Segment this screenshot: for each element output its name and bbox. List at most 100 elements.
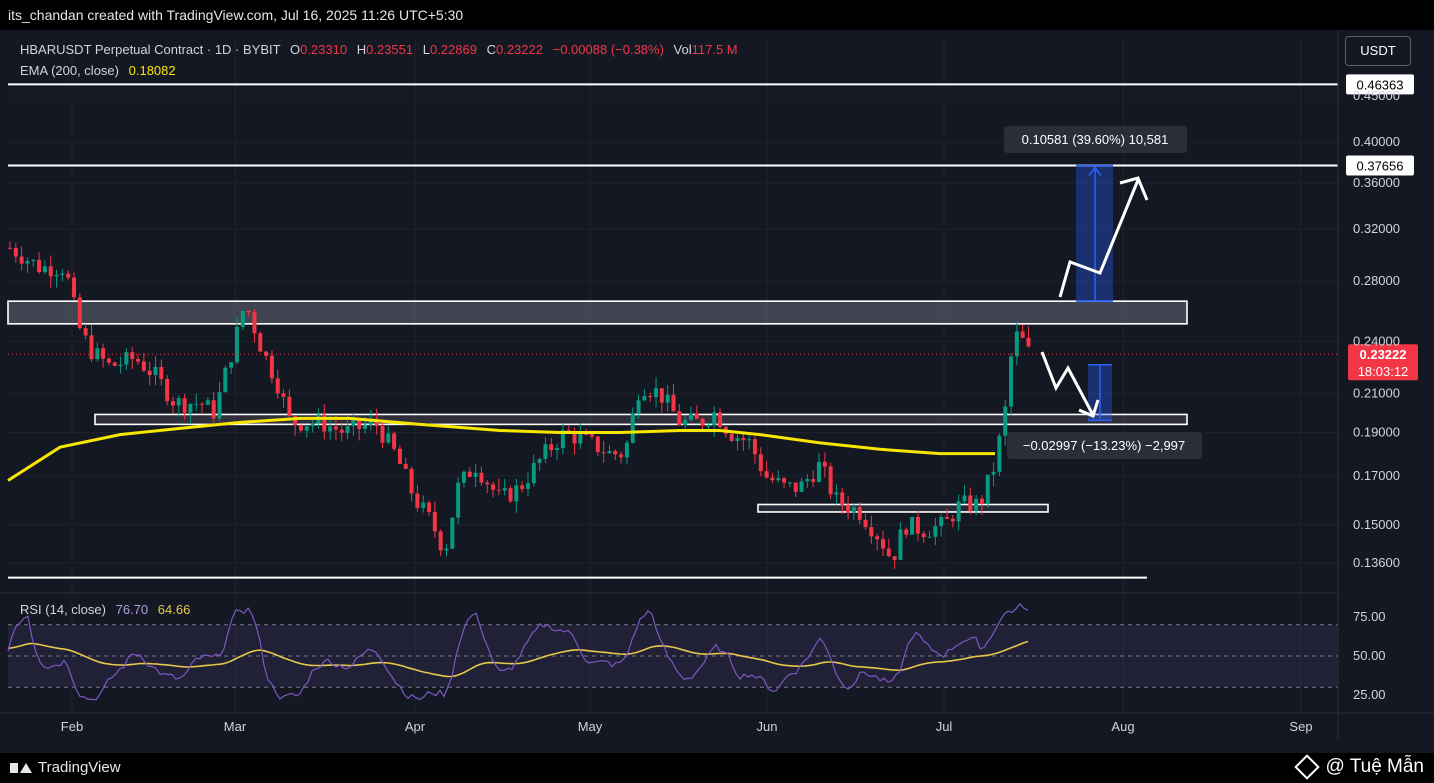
candle-body <box>974 498 979 511</box>
candle-body <box>229 362 234 368</box>
candle-body <box>898 529 903 560</box>
rsi-label[interactable]: RSI (14, close) <box>20 602 106 617</box>
candle-body <box>269 355 274 379</box>
chart-legend: HBARUSDT Perpetual Contract · 1D · BYBIT… <box>20 42 738 84</box>
price-tick-label: 0.21000 <box>1353 385 1400 400</box>
price-tick-label: 0.40000 <box>1353 134 1400 149</box>
currency-button[interactable]: USDT <box>1345 36 1411 66</box>
candle-body <box>293 416 298 426</box>
candle-body <box>386 433 391 443</box>
candle-body <box>1026 337 1031 347</box>
candle-body <box>37 259 42 273</box>
candle-body <box>130 352 135 359</box>
candle-body <box>77 297 82 329</box>
candle-body <box>403 463 408 469</box>
watermark-text: @ Tuệ Mẫn <box>1325 756 1425 777</box>
symbol-title[interactable]: HBARUSDT Perpetual Contract · 1D · BYBIT <box>20 42 281 57</box>
price-tick-label: 0.24000 <box>1353 333 1400 348</box>
grid <box>8 40 1338 712</box>
candle-body <box>945 517 950 519</box>
ema-label[interactable]: EMA (200, close) <box>20 63 119 78</box>
candle-body <box>287 396 292 417</box>
support-resistance-zone <box>94 413 1188 426</box>
candle-body <box>939 517 944 527</box>
candle-body <box>112 362 117 366</box>
time-tick-label: Apr <box>405 719 426 734</box>
change-value: −0.00088 (−0.38%) <box>552 42 664 57</box>
candle-body <box>25 260 30 264</box>
candle-body <box>147 370 152 376</box>
candle-body <box>741 438 746 441</box>
candle-body <box>106 358 111 363</box>
candle-body <box>1003 406 1008 436</box>
candle-body <box>694 413 699 419</box>
candle-body <box>718 412 723 428</box>
candle-body <box>153 366 158 376</box>
candle-body <box>927 536 932 538</box>
candle-body <box>491 484 496 490</box>
candle-body <box>846 504 851 513</box>
candle-body <box>997 435 1002 472</box>
candle-body <box>485 482 490 485</box>
candle-body <box>729 433 734 441</box>
candle-body <box>950 518 955 522</box>
candle-body <box>461 471 466 483</box>
bottom-bar: TradingView @ Tuệ Mẫn <box>0 753 1434 783</box>
candle-body <box>869 527 874 537</box>
candle-body <box>240 310 245 327</box>
open-value: 0.23310 <box>300 42 348 57</box>
candle-body <box>496 489 501 491</box>
rsi-ma-value: 64.66 <box>157 602 191 617</box>
candle-body <box>555 448 560 451</box>
candle-body <box>217 392 222 419</box>
candle-body <box>467 471 472 477</box>
support-resistance-zone <box>7 300 1188 325</box>
vol-label: Vol <box>673 42 692 57</box>
candle-body <box>979 498 984 505</box>
projection-down-arrowhead <box>1078 399 1100 419</box>
candle-body <box>752 439 757 455</box>
measure-up-label: 0.10581 (39.60%) 10,581 <box>1022 132 1169 147</box>
candle-body <box>805 479 810 482</box>
close-label: C <box>486 42 496 57</box>
candle-body <box>357 420 362 429</box>
candle-body <box>619 454 624 458</box>
ema-line <box>7 416 995 482</box>
candle-body <box>514 485 519 502</box>
candle-body <box>624 442 629 458</box>
candle-body <box>782 478 787 483</box>
candle-body <box>427 502 432 512</box>
candle-body <box>799 481 804 492</box>
time-tick-label: Jun <box>757 719 778 734</box>
projection-up-arrowhead <box>1119 176 1149 201</box>
candle-body <box>863 519 868 528</box>
candle-body <box>665 394 670 403</box>
axes: 0.45000 0.40000 0.36000 0.32000 0.28000 0.240… <box>0 30 1434 740</box>
candle-body <box>886 548 891 557</box>
rsi-tick-label: 50.00 <box>1353 648 1386 663</box>
rsi-ma-line <box>7 640 1029 678</box>
candle-body <box>479 472 484 483</box>
candle-body <box>566 429 571 432</box>
price-tick-label: 0.15000 <box>1353 517 1400 532</box>
candle-body <box>770 477 775 481</box>
candle-body <box>328 426 333 432</box>
candle-body <box>816 461 821 482</box>
tradingview-logo[interactable]: TradingView <box>10 759 121 776</box>
candle-body <box>246 310 251 313</box>
candle-body <box>42 266 47 273</box>
candle-body <box>613 451 618 455</box>
countdown-label: 18:03:12 <box>1358 364 1409 379</box>
candle-body <box>590 434 594 437</box>
candle-body <box>234 326 239 363</box>
candle-body <box>310 423 315 427</box>
candle-body <box>706 425 711 427</box>
candle-body <box>368 418 373 425</box>
candle-body <box>176 398 181 406</box>
candle-body <box>688 413 693 420</box>
chart-area[interactable] <box>0 30 1434 753</box>
time-tick-label: Sep <box>1289 719 1312 734</box>
candle-body <box>200 403 205 405</box>
candle-body <box>304 426 309 431</box>
